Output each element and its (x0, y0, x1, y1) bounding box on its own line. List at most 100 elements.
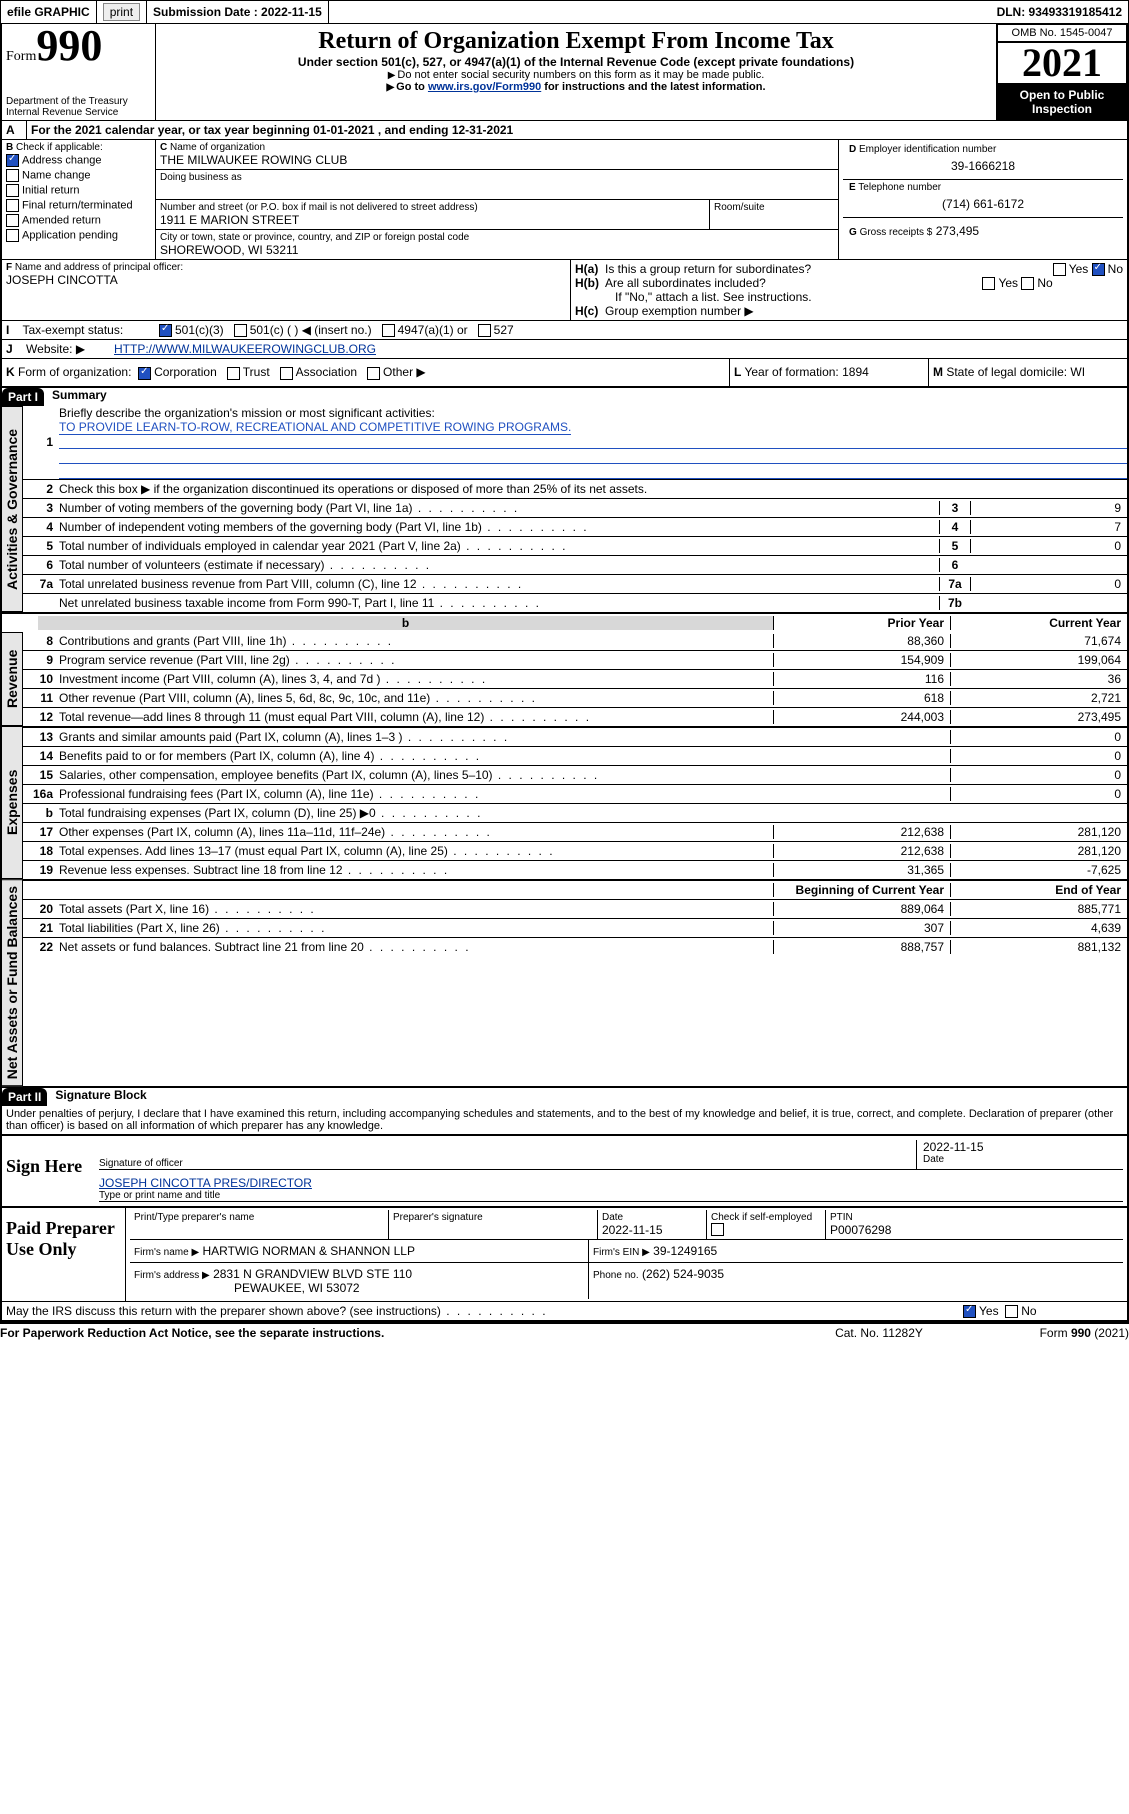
firm-addr2: PEWAUKEE, WI 53072 (134, 1281, 584, 1295)
tab-governance: Activities & Governance (2, 406, 23, 612)
print-button[interactable]: print (103, 3, 140, 21)
tax-year: 2021 (997, 42, 1127, 84)
officer-name: JOSEPH CINCOTTA (6, 273, 566, 287)
prior-20: 889,064 (773, 902, 950, 916)
part2-bar: Part II (2, 1088, 47, 1106)
gov-val-7a: 0 (970, 577, 1127, 591)
officer-sig-name: JOSEPH CINCOTTA PRES/DIRECTOR (99, 1176, 1123, 1190)
curr-20: 885,771 (950, 902, 1127, 916)
k-opt-3[interactable] (367, 367, 380, 380)
footer-left: For Paperwork Reduction Act Notice, see … (0, 1326, 779, 1340)
prior-17: 212,638 (773, 825, 950, 839)
line-14: Benefits paid to or for members (Part IX… (59, 749, 773, 763)
line-12: Total revenue—add lines 8 through 11 (mu… (59, 710, 773, 724)
firm-ein: 39-1249165 (653, 1244, 717, 1258)
section-F: F Name and address of principal officer:… (2, 260, 571, 320)
gov-line-3: Number of voting members of the governin… (59, 501, 939, 515)
sub3-pre: Go to (396, 81, 428, 93)
prior-11: 618 (773, 691, 950, 705)
form-label: Form990 (6, 26, 151, 66)
telephone: (714) 661-6172 (849, 193, 1117, 215)
curr-13: 0 (950, 730, 1127, 744)
part1-title: Summary (44, 388, 107, 406)
prior-19: 31,365 (773, 863, 950, 877)
line-19: Revenue less expenses. Subtract line 18 … (59, 863, 773, 877)
curr-11: 2,721 (950, 691, 1127, 705)
check-initial-return[interactable] (6, 184, 19, 197)
open-public: Open to Public Inspection (997, 84, 1127, 120)
i-opt-1[interactable] (234, 324, 247, 337)
sign-date: 2022-11-15 (923, 1140, 1123, 1154)
line-15: Salaries, other compensation, employee b… (59, 768, 773, 782)
ptin: P00076298 (830, 1223, 1119, 1237)
prior-22: 888,757 (773, 940, 950, 954)
website-link[interactable]: HTTP://WWW.MILWAUKEEROWINGCLUB.ORG (110, 340, 380, 358)
declaration: Under penalties of perjury, I declare th… (2, 1106, 1127, 1134)
section-B: B Check if applicable: Address changeNam… (2, 140, 156, 259)
irs-link[interactable]: www.irs.gov/Form990 (428, 81, 541, 93)
gov-val-5: 0 (970, 539, 1127, 553)
line-20: Total assets (Part X, line 16) (59, 902, 773, 916)
org-address: 1911 E MARION STREET (160, 213, 705, 227)
check-amended-return[interactable] (6, 214, 19, 227)
part1-bar: Part I (2, 388, 44, 406)
curr-16a: 0 (950, 787, 1127, 801)
ein: 39-1666218 (849, 155, 1117, 177)
i-opt-0[interactable] (159, 324, 172, 337)
tax-period: For the 2021 calendar year, or tax year … (27, 121, 517, 139)
k-opt-2[interactable] (280, 367, 293, 380)
print-cell: print (97, 1, 147, 23)
section-DEG: D Employer identification number 39-1666… (838, 140, 1127, 259)
current-year-header: Current Year (950, 616, 1127, 630)
check-application-pending[interactable] (6, 229, 19, 242)
curr-18: 281,120 (950, 844, 1127, 858)
line-10: Investment income (Part VIII, column (A)… (59, 672, 773, 686)
line-22: Net assets or fund balances. Subtract li… (59, 940, 773, 954)
year-formation: 1894 (842, 365, 869, 379)
tax-exempt-status: 501(c)(3) 501(c) ( ) ◀ (insert no.) 4947… (155, 321, 528, 339)
form-title: Return of Organization Exempt From Incom… (160, 28, 992, 55)
preparer-date: 2022-11-15 (602, 1223, 702, 1237)
gov-line-6: Total number of volunteers (estimate if … (59, 558, 939, 572)
curr-14: 0 (950, 749, 1127, 763)
prior-year-header: Prior Year (773, 616, 950, 630)
gross-receipts: 273,495 (936, 224, 979, 238)
check-final-return-terminated[interactable] (6, 199, 19, 212)
form-header: Form990 Department of the Treasury Inter… (2, 24, 1127, 120)
topbar: efile GRAPHIC print Submission Date : 20… (0, 0, 1129, 24)
sign-here-label: Sign Here (2, 1136, 95, 1206)
gov-val-4: 7 (970, 520, 1127, 534)
i-opt-2[interactable] (382, 324, 395, 337)
section-H: H(a) Is this a group return for subordin… (571, 260, 1127, 320)
prior-9: 154,909 (773, 653, 950, 667)
check-address-change[interactable] (6, 154, 19, 167)
tab-netassets: Net Assets or Fund Balances (2, 879, 23, 1086)
dln-label: DLN: 93493319185412 (991, 1, 1128, 23)
prior-10: 116 (773, 672, 950, 686)
line-18: Total expenses. Add lines 13–17 (must eq… (59, 844, 773, 858)
footer-right: Form 990 (2021) (979, 1326, 1129, 1340)
gov-line-4: Number of independent voting members of … (59, 520, 939, 534)
section-C: C Name of organization THE MILWAUKEE ROW… (156, 140, 838, 259)
state-domicile: WI (1070, 365, 1085, 379)
curr-9: 199,064 (950, 653, 1127, 667)
sub3-post: for instructions and the latest informat… (541, 81, 765, 93)
form-subtitle-2: Do not enter social security numbers on … (397, 69, 764, 81)
i-opt-3[interactable] (478, 324, 491, 337)
curr-21: 4,639 (950, 921, 1127, 935)
footer-mid: Cat. No. 11282Y (779, 1326, 979, 1340)
irs-label: Internal Revenue Service (6, 107, 151, 118)
org-city: SHOREWOOD, WI 53211 (160, 243, 834, 257)
k-opt-0[interactable] (138, 367, 151, 380)
line-9: Program service revenue (Part VIII, line… (59, 653, 773, 667)
eoy-header: End of Year (950, 883, 1127, 897)
k-opt-1[interactable] (227, 367, 240, 380)
mission: TO PROVIDE LEARN-TO-ROW, RECREATIONAL AN… (59, 420, 571, 435)
check-name-change[interactable] (6, 169, 19, 182)
prior-12: 244,003 (773, 710, 950, 724)
dept-label: Department of the Treasury (6, 96, 151, 107)
tab-expenses: Expenses (2, 726, 23, 879)
line-8: Contributions and grants (Part VIII, lin… (59, 634, 773, 648)
efile-label: efile GRAPHIC (1, 1, 97, 23)
line-b: Total fundraising expenses (Part IX, col… (59, 806, 773, 820)
